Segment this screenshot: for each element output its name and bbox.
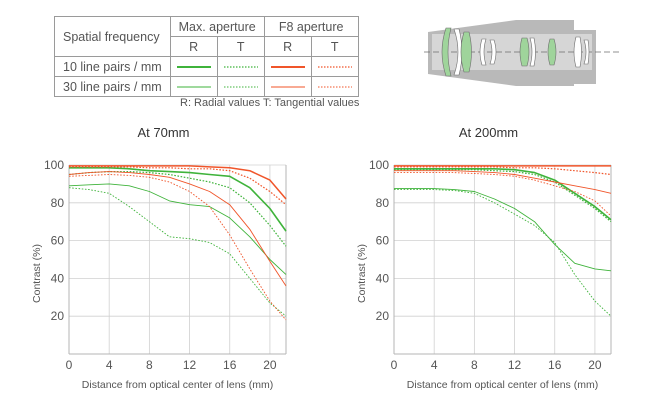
swatch-30-f8-t [310, 76, 359, 97]
y-tick-label: 20 [376, 309, 390, 323]
x-tick-label: 20 [588, 358, 602, 372]
spatial-frequency-label: Spatial frequency [54, 16, 171, 57]
y-tick-label: 60 [51, 234, 65, 248]
series-line-2 [394, 169, 612, 223]
swatch-10-f8-r [263, 56, 312, 77]
x-tick-label: 4 [106, 358, 113, 372]
x-axis-label: Distance from optical center of lens (mm… [407, 379, 598, 391]
mtf-chart-200mm: At 200mm 0 4 8 12 16 20 20 40 60 80 100 Distance fro… [340, 120, 630, 400]
series-line-7 [394, 170, 612, 194]
series-line-4 [69, 166, 287, 206]
x-tick-label: 0 [66, 358, 73, 372]
series-line-5 [394, 188, 612, 272]
radial-header: R [263, 36, 312, 57]
row-10-label: 10 line pairs / mm [54, 56, 171, 77]
legend-note: R: Radial values T: Tangential values [180, 97, 360, 109]
tangential-header: T [310, 36, 359, 57]
tangential-header: T [216, 36, 265, 57]
chart-title: At 70mm [137, 125, 189, 140]
x-tick-label: 16 [548, 358, 562, 372]
x-tick-label: 12 [183, 358, 197, 372]
x-axis-label: Distance from optical center of lens (mm… [82, 379, 273, 391]
swatch-30-f8-r [263, 76, 312, 97]
series-line-1 [69, 166, 287, 232]
series-line-2 [68, 170, 287, 247]
chart-title: At 200mm [459, 125, 518, 140]
y-tick-label: 40 [376, 271, 390, 285]
chart-70-svg: At 70mm 0 4 8 12 16 20 20 40 60 80 100 Distance from… [31, 125, 287, 391]
series-line-8 [68, 174, 287, 321]
y-tick-label: 80 [51, 196, 65, 210]
series-line-6 [394, 189, 612, 317]
lens-diagram [424, 20, 622, 86]
x-tick-label: 16 [223, 358, 237, 372]
y-axis-label: Contrast (%) [356, 244, 368, 303]
y-tick-label: 40 [51, 271, 65, 285]
x-tick-label: 4 [431, 358, 438, 372]
y-tick-label: 60 [376, 234, 390, 248]
mtf-chart-70mm: At 70mm 0 4 8 12 16 20 20 40 60 80 100 Distance from… [15, 120, 305, 400]
y-tick-label: 20 [51, 309, 65, 323]
chart-200-svg: At 200mm 0 4 8 12 16 20 20 40 60 80 100 Distance fro… [356, 125, 612, 391]
radial-header: R [169, 36, 218, 57]
y-tick-label: 80 [376, 196, 390, 210]
series-line-1 [394, 167, 612, 221]
y-tick-label: 100 [44, 158, 64, 172]
x-tick-label: 0 [391, 358, 398, 372]
series-line-6 [68, 187, 287, 317]
series-line-8 [394, 172, 612, 217]
swatch-30-max-r [169, 76, 218, 97]
series-line-3 [69, 165, 287, 200]
x-tick-label: 20 [263, 358, 277, 372]
y-axis-label: Contrast (%) [31, 244, 43, 303]
x-tick-label: 8 [146, 358, 153, 372]
swatch-10-max-r [169, 56, 218, 77]
x-tick-label: 12 [508, 358, 522, 372]
row-30-label: 30 line pairs / mm [54, 76, 171, 97]
max-aperture-label: Max. aperture [169, 16, 265, 37]
legend-table: Spatial frequency Max. aperture F8 apert… [54, 16, 359, 97]
swatch-10-max-t [216, 56, 265, 77]
y-tick-label: 100 [369, 158, 389, 172]
series-line-5 [68, 183, 287, 275]
f8-aperture-label: F8 aperture [263, 16, 359, 37]
swatch-30-max-t [216, 76, 265, 97]
x-tick-label: 8 [471, 358, 478, 372]
series-line-7 [68, 171, 287, 287]
swatch-10-f8-t [310, 56, 359, 77]
